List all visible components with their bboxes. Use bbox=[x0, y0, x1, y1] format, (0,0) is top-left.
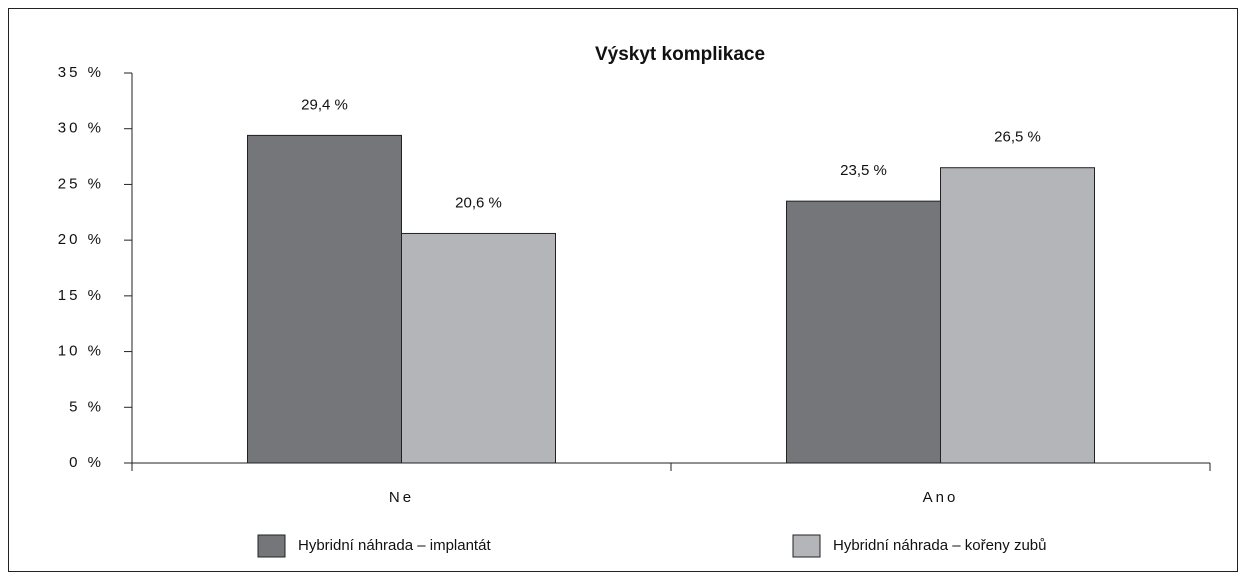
y-tick-label: 25 % bbox=[58, 175, 104, 192]
y-tick-label: 20 % bbox=[58, 231, 104, 248]
bar bbox=[786, 200, 941, 464]
value-label: 20,6 % bbox=[455, 194, 502, 211]
legend-label: Hybridní náhrada – kořeny zubů bbox=[833, 537, 1046, 554]
y-tick-label: 15 % bbox=[58, 287, 104, 304]
legend-swatch bbox=[792, 534, 821, 558]
y-tick-label: 5 % bbox=[69, 398, 104, 415]
legend-swatch bbox=[257, 534, 286, 558]
y-tick-label: 0 % bbox=[69, 454, 104, 471]
chart-border bbox=[8, 8, 1238, 572]
x-tick-label: Ne bbox=[389, 489, 414, 506]
x-tick-label: Ano bbox=[923, 489, 959, 506]
bar bbox=[401, 232, 556, 464]
y-tick-label: 30 % bbox=[58, 120, 104, 137]
y-tick-label: 10 % bbox=[58, 343, 104, 360]
value-label: 29,4 % bbox=[301, 96, 348, 113]
value-label: 23,5 % bbox=[840, 162, 887, 179]
value-label: 26,5 % bbox=[994, 129, 1041, 146]
y-tick-label: 35 % bbox=[58, 64, 104, 81]
legend-label: Hybridní náhrada – implantát bbox=[298, 537, 491, 554]
chart-title: Výskyt komplikace bbox=[595, 44, 765, 65]
bar bbox=[940, 167, 1095, 464]
bar bbox=[247, 134, 402, 464]
